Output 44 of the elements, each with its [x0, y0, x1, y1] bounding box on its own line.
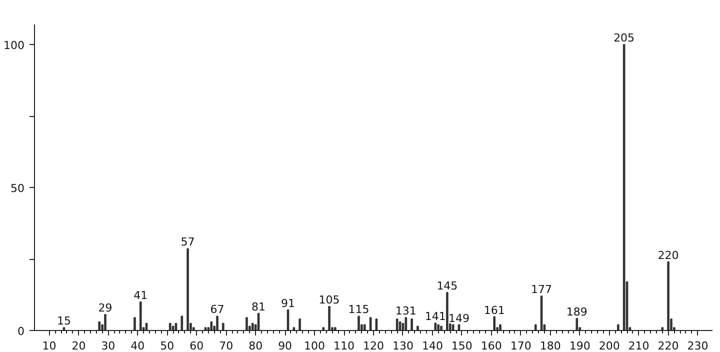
x-tick-label: 50 [160, 340, 174, 352]
annotation: 161 [484, 304, 505, 317]
x-tick-label: 100 [304, 340, 326, 352]
annotation: 105 [318, 293, 340, 306]
x-tick-label: 200 [598, 340, 620, 352]
x-tick-label: 220 [658, 340, 679, 352]
x-tick-label: 160 [480, 340, 502, 352]
x-tick-label: 120 [363, 340, 384, 352]
annotation: 41 [134, 288, 148, 302]
x-tick-label: 130 [392, 340, 414, 352]
annotation: 91 [281, 296, 296, 310]
annotation: 115 [348, 303, 370, 316]
x-tick-label: 180 [540, 340, 561, 352]
x-tick-label: 30 [101, 340, 116, 352]
annotation: 177 [531, 283, 552, 296]
x-tick-label: 110 [334, 340, 355, 352]
annotation: 189 [566, 305, 588, 318]
x-tick-label: 210 [628, 340, 650, 352]
annotation: 145 [436, 279, 458, 292]
x-tick-label: 140 [422, 340, 443, 352]
x-tick-label: 10 [42, 340, 56, 352]
annotation: 67 [210, 303, 224, 316]
annotation: 205 [614, 32, 635, 45]
x-tick-label: 150 [451, 340, 472, 352]
y-tick-label: 0 [18, 325, 24, 338]
x-tick-label: 90 [278, 340, 292, 352]
x-tick-label: 20 [72, 340, 86, 352]
annotation: 29 [98, 301, 112, 314]
annotation: 131 [395, 304, 416, 318]
x-tick-label: 170 [510, 340, 532, 352]
y-tick-label: 50 [10, 182, 25, 196]
x-tick-label: 60 [190, 340, 204, 352]
annotation: 149 [448, 312, 470, 325]
x-tick-label: 40 [130, 340, 145, 352]
annotation: 81 [252, 300, 266, 314]
x-tick-label: 230 [687, 340, 708, 352]
x-tick-label: 70 [219, 340, 234, 352]
annotation: 57 [180, 236, 195, 249]
x-tick-label: 80 [248, 340, 263, 352]
x-tick-label: 190 [569, 340, 590, 352]
y-tick-label: 100 [4, 39, 25, 52]
annotation: 220 [658, 248, 679, 262]
annotation: 141 [424, 310, 446, 324]
annotation: 15 [56, 314, 71, 328]
